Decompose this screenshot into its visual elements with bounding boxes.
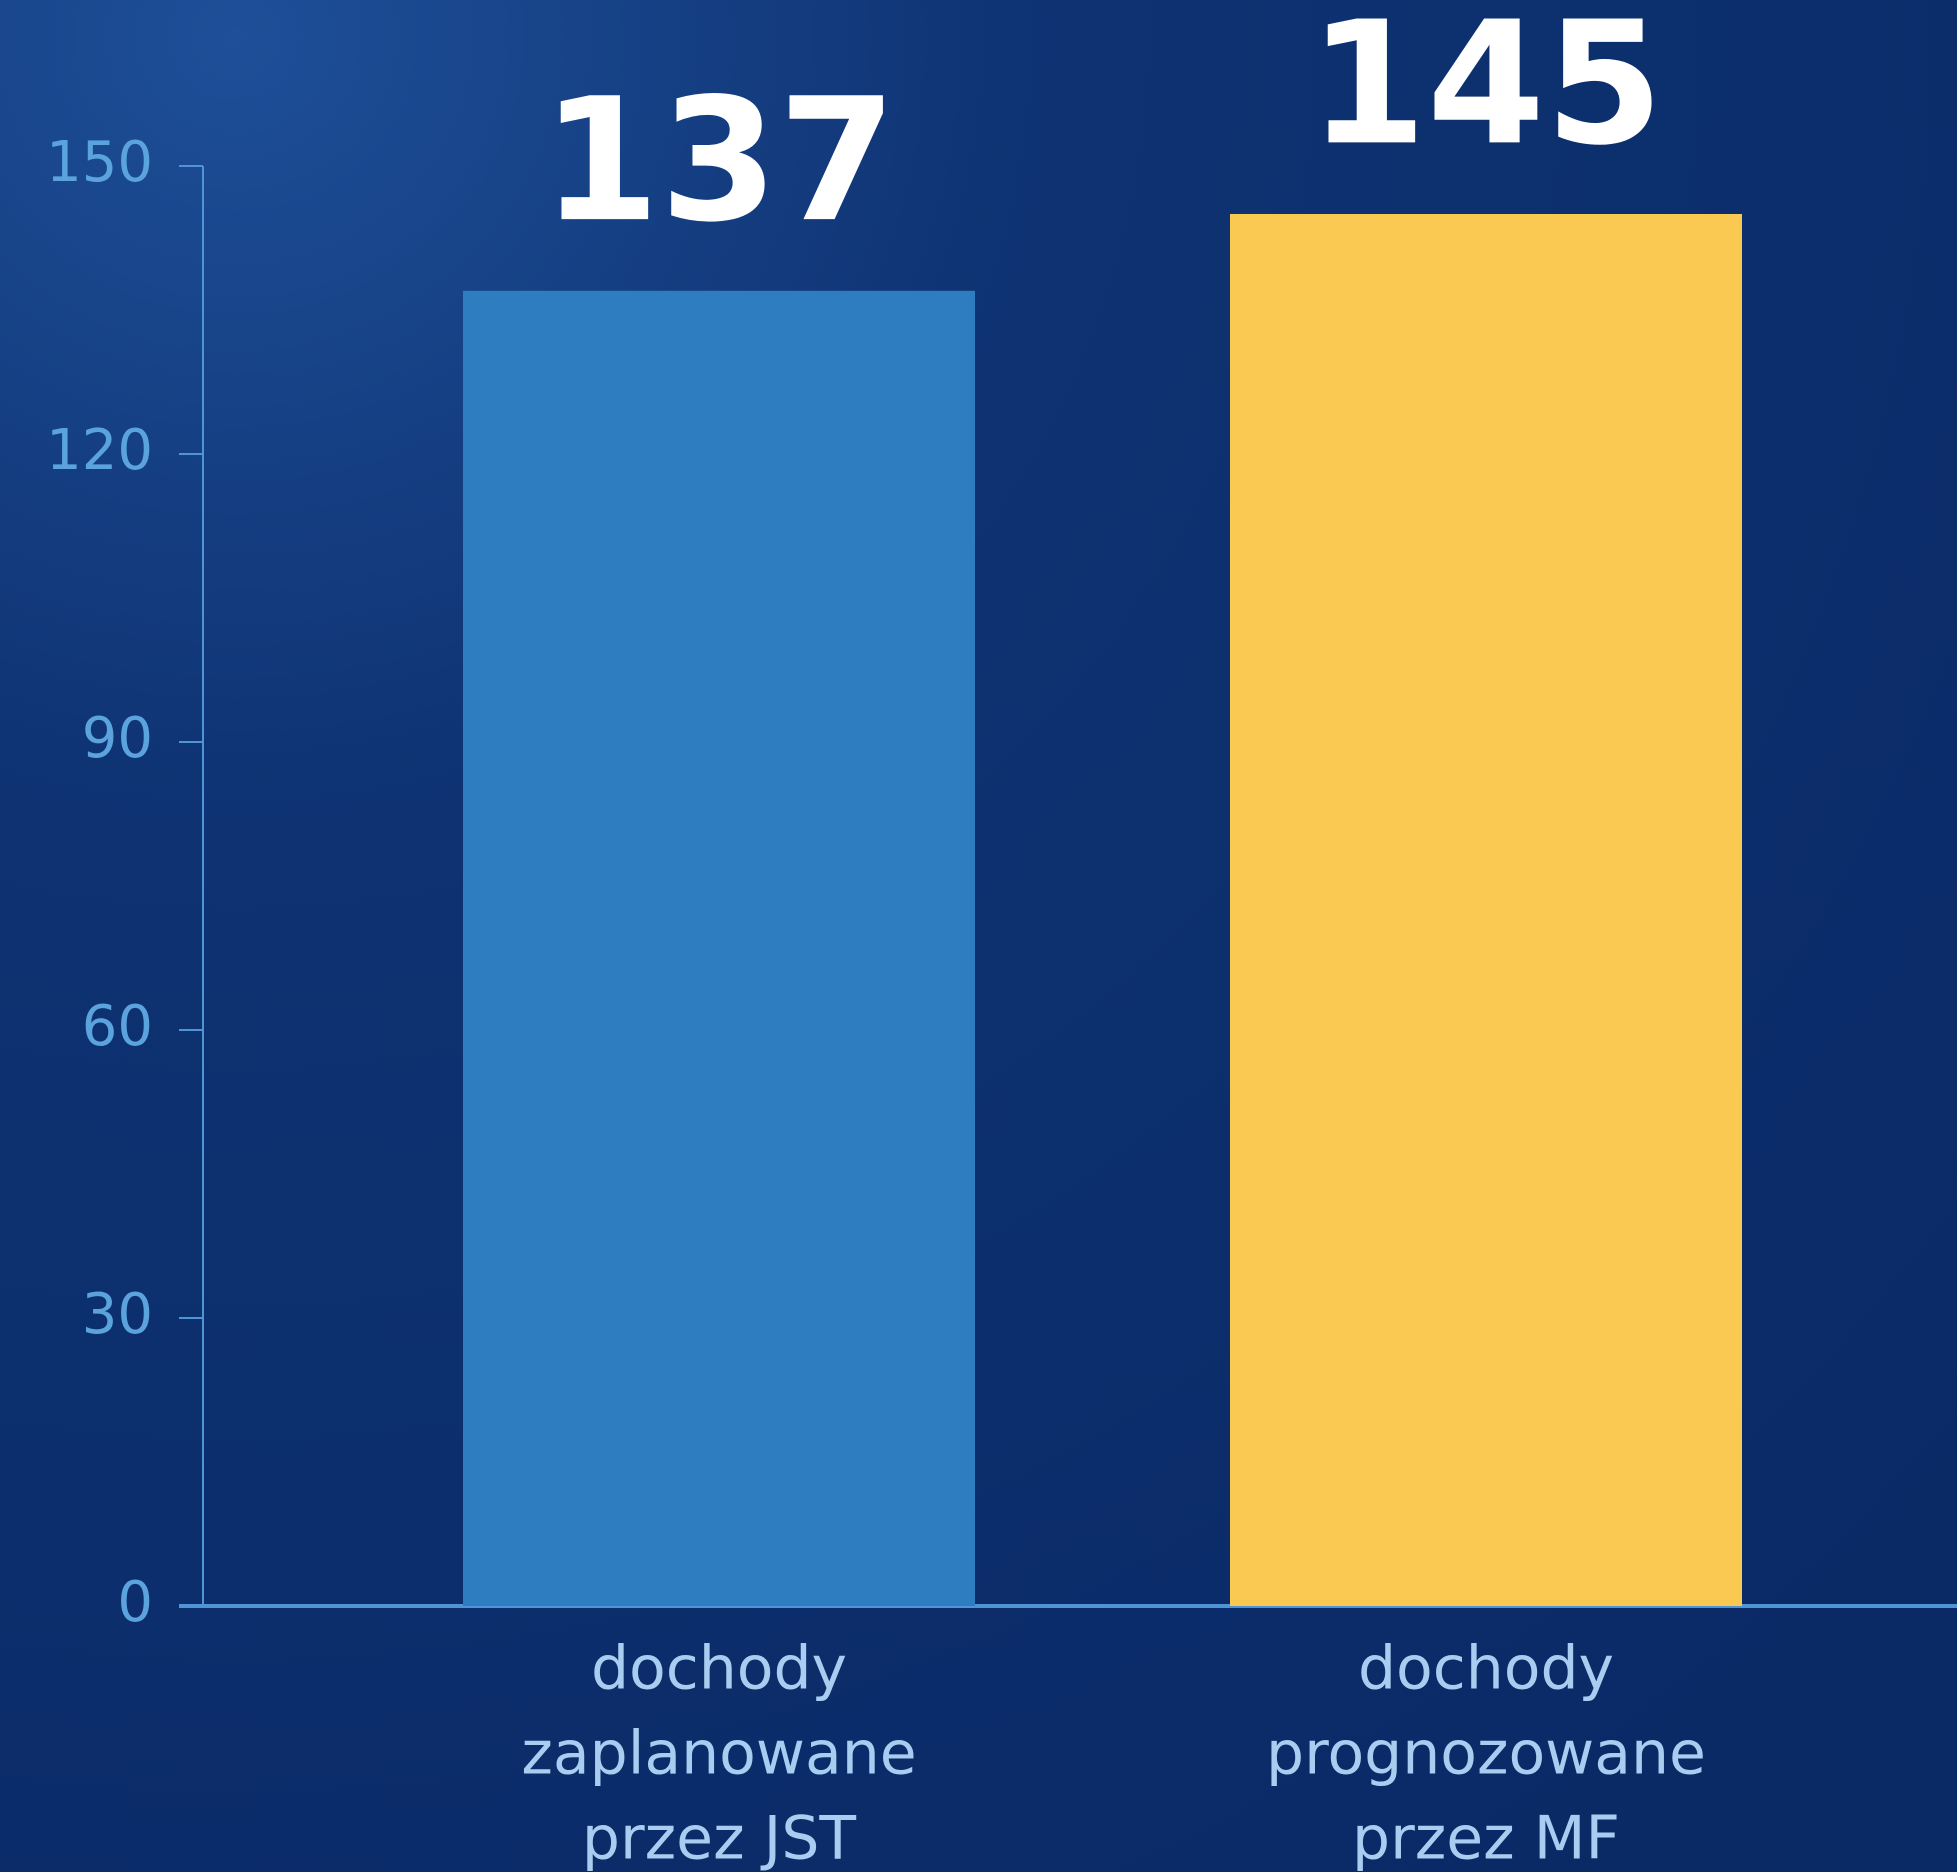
y-tick-label: 150 xyxy=(46,130,153,195)
x-tick-label: zaplanowane xyxy=(521,1719,916,1789)
x-tick-label: przez JST xyxy=(582,1804,857,1872)
y-tick-label: 120 xyxy=(46,418,153,483)
value-label: 137 xyxy=(542,62,897,260)
x-tick-label: przez MF xyxy=(1352,1804,1620,1872)
x-tick-label: dochody xyxy=(1358,1634,1614,1704)
value-label: 145 xyxy=(1309,0,1664,183)
x-tick-label: dochody xyxy=(591,1634,847,1704)
y-tick-label: 30 xyxy=(82,1282,153,1347)
bar xyxy=(463,290,975,1606)
y-tick-label: 60 xyxy=(82,994,153,1059)
x-tick-label: prognozowane xyxy=(1266,1719,1706,1789)
bar xyxy=(1230,214,1742,1606)
y-tick-label: 90 xyxy=(82,706,153,771)
y-tick-label: 0 xyxy=(117,1570,153,1635)
